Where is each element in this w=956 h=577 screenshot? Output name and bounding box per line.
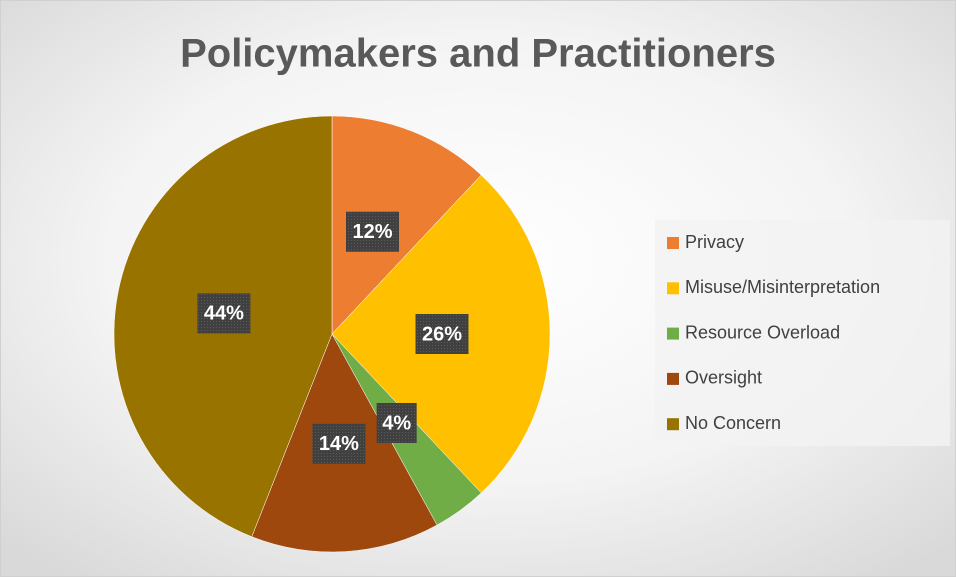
legend-swatch	[667, 237, 679, 249]
legend-label: Oversight	[685, 368, 762, 388]
data-label-box	[415, 314, 469, 354]
legend-swatch	[667, 372, 679, 385]
legend-box	[655, 220, 950, 446]
data-label-box	[376, 402, 417, 443]
data-label: 14%	[319, 433, 359, 455]
legend-label: Resource Overload	[685, 322, 840, 342]
data-label: 26%	[422, 323, 462, 345]
legend-label: Misuse/Misinterpretation	[685, 277, 880, 297]
pie-slice	[331, 115, 482, 335]
chart-title: Policymakers and Practitioners	[180, 32, 776, 76]
legend-swatch	[667, 282, 679, 295]
data-label: 4%	[382, 412, 411, 434]
data-label: 44%	[204, 303, 244, 325]
legend-swatch	[667, 327, 679, 340]
legend-label: No Concern	[685, 413, 781, 433]
legend-label: Privacy	[685, 232, 744, 252]
legend-swatch	[667, 418, 679, 431]
data-label-box	[345, 211, 399, 252]
data-label-box	[312, 423, 366, 464]
data-label-box	[197, 293, 251, 334]
data-label: 12%	[352, 221, 392, 243]
